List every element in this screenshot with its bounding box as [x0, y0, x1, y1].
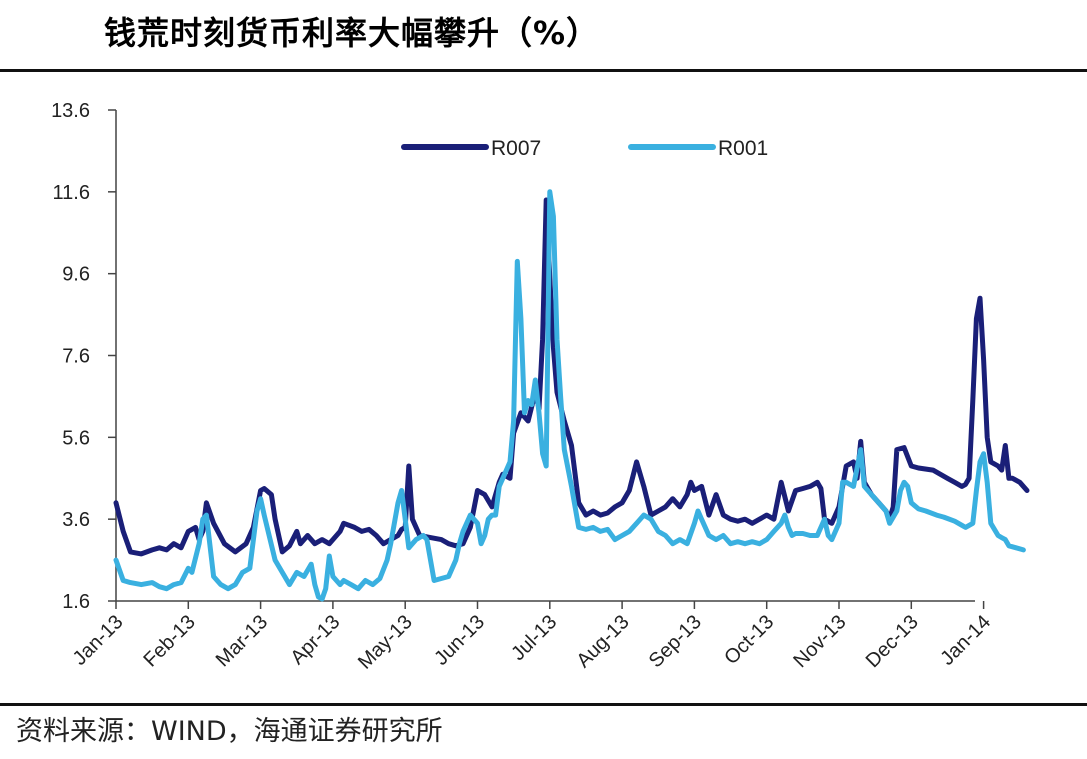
top-divider — [0, 69, 1087, 72]
y-tick-label: 9.6 — [62, 264, 90, 286]
source-note: 资料来源：WIND，海通证券研究所 — [16, 716, 443, 747]
x-tick-label: Jun-13 — [430, 611, 489, 670]
x-axis: Jan-13 Feb-13 Mar-13 Apr-13 May-13 Jun-13 Jul-… — [69, 600, 995, 674]
legend: R007 R001 — [401, 137, 768, 160]
line-chart: 1.6 3.6 5.6 7.6 9.6 11.6 13.6 Jan-13 Feb-13 Mar-… — [51, 100, 1030, 674]
y-tick-label: 3.6 — [62, 509, 90, 531]
x-tick-label: May-13 — [354, 611, 417, 674]
series-line-r007 — [113, 197, 1030, 557]
chart-title: 钱荒时刻货币利率大幅攀升（%） — [104, 14, 600, 52]
legend-label-r007: R007 — [491, 137, 541, 160]
y-axis: 1.6 3.6 5.6 7.6 9.6 11.6 13.6 — [51, 100, 117, 613]
bottom-divider — [0, 703, 1087, 706]
series-lines — [113, 189, 1030, 602]
y-tick-label: 13.6 — [51, 100, 90, 122]
y-tick-label: 5.6 — [62, 427, 90, 449]
y-tick-label: 11.6 — [53, 182, 90, 204]
x-tick-label: Jul-13 — [507, 611, 561, 665]
x-tick-label: Oct-13 — [720, 611, 778, 669]
x-tick-label: Jan-13 — [69, 611, 128, 670]
x-tick-label: Sep-13 — [645, 611, 706, 672]
y-tick-label: 7.6 — [62, 346, 90, 368]
legend-label-r001: R001 — [718, 137, 768, 160]
x-tick-label: Nov-13 — [789, 611, 850, 672]
x-tick-label: Dec-13 — [862, 611, 923, 672]
x-tick-label: Mar-13 — [212, 611, 272, 671]
x-tick-label: Feb-13 — [139, 611, 199, 671]
y-tick-label: 1.6 — [62, 591, 90, 613]
x-tick-label: Apr-13 — [286, 611, 344, 669]
series-line-r001 — [113, 189, 1026, 602]
x-tick-label: Jan-14 — [936, 611, 995, 670]
x-tick-label: Aug-13 — [572, 611, 633, 672]
